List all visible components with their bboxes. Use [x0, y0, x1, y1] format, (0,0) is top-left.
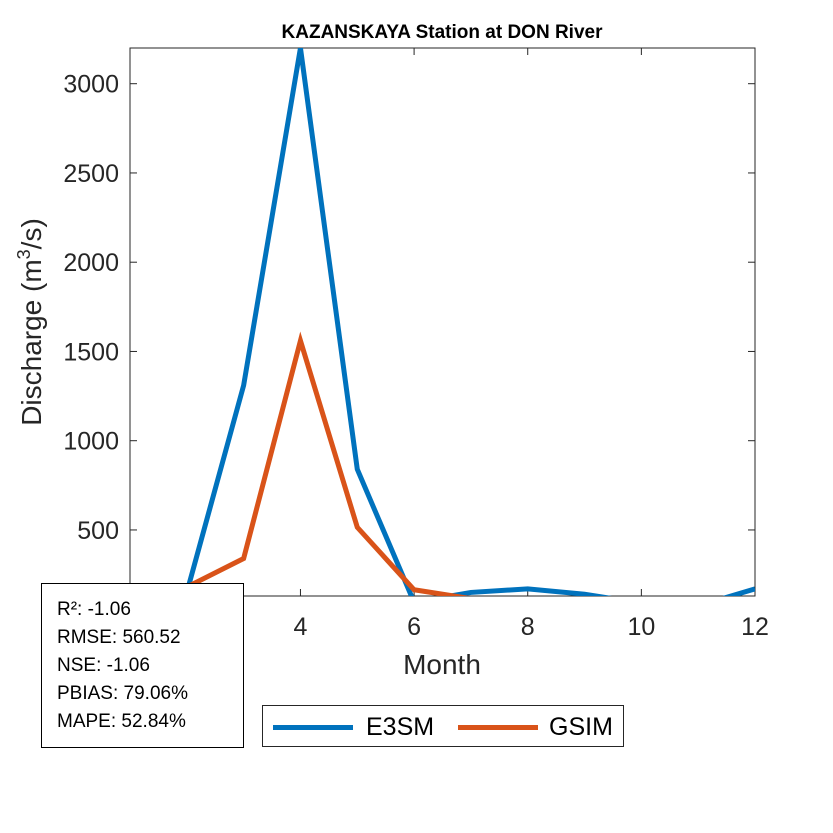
- y-tick-label: 500: [77, 517, 119, 545]
- series-line-gsim: [151, 331, 470, 596]
- legend-swatch-e3sm: [273, 725, 353, 730]
- y-axis-label: Discharge (m3/s): [14, 218, 47, 426]
- legend: E3SM GSIM: [262, 705, 624, 747]
- stat-r2: R²: -1.06: [57, 599, 131, 620]
- x-tick-label: 10: [627, 613, 655, 641]
- legend-label-e3sm: E3SM: [366, 713, 435, 741]
- stat-pbias: PBIAS: 79.06%: [57, 683, 188, 704]
- series-line-e3sm: [162, 48, 755, 596]
- y-tick-label: 1500: [63, 338, 119, 366]
- y-tick-label: 3000: [63, 71, 119, 99]
- y-tick-label: 2000: [63, 249, 119, 277]
- y-tick-label: 1000: [63, 428, 119, 456]
- axes: 4 6 8 10 12 500 1000 1500 2000 2500 3000: [63, 47, 769, 641]
- x-tick-label: 6: [407, 613, 421, 641]
- legend-label-gsim: GSIM: [549, 713, 613, 741]
- x-axis-label: Month: [403, 649, 481, 680]
- statistics-box: R²: -1.06 RMSE: 560.52 NSE: -1.06 PBIAS:…: [41, 583, 244, 748]
- stat-mape: MAPE: 52.84%: [57, 711, 186, 732]
- stat-nse: NSE: -1.06: [57, 655, 150, 676]
- series-layer: [151, 48, 755, 596]
- stat-rmse: RMSE: 560.52: [57, 627, 181, 648]
- y-tick-label: 2500: [63, 160, 119, 188]
- chart-title: KAZANSKAYA Station at DON River: [282, 22, 604, 43]
- x-tick-label: 8: [521, 613, 535, 641]
- x-tick-label: 12: [741, 613, 769, 641]
- x-tick-label: 4: [294, 613, 308, 641]
- legend-swatch-gsim: [458, 725, 538, 730]
- plot-area-frame: [129, 47, 756, 597]
